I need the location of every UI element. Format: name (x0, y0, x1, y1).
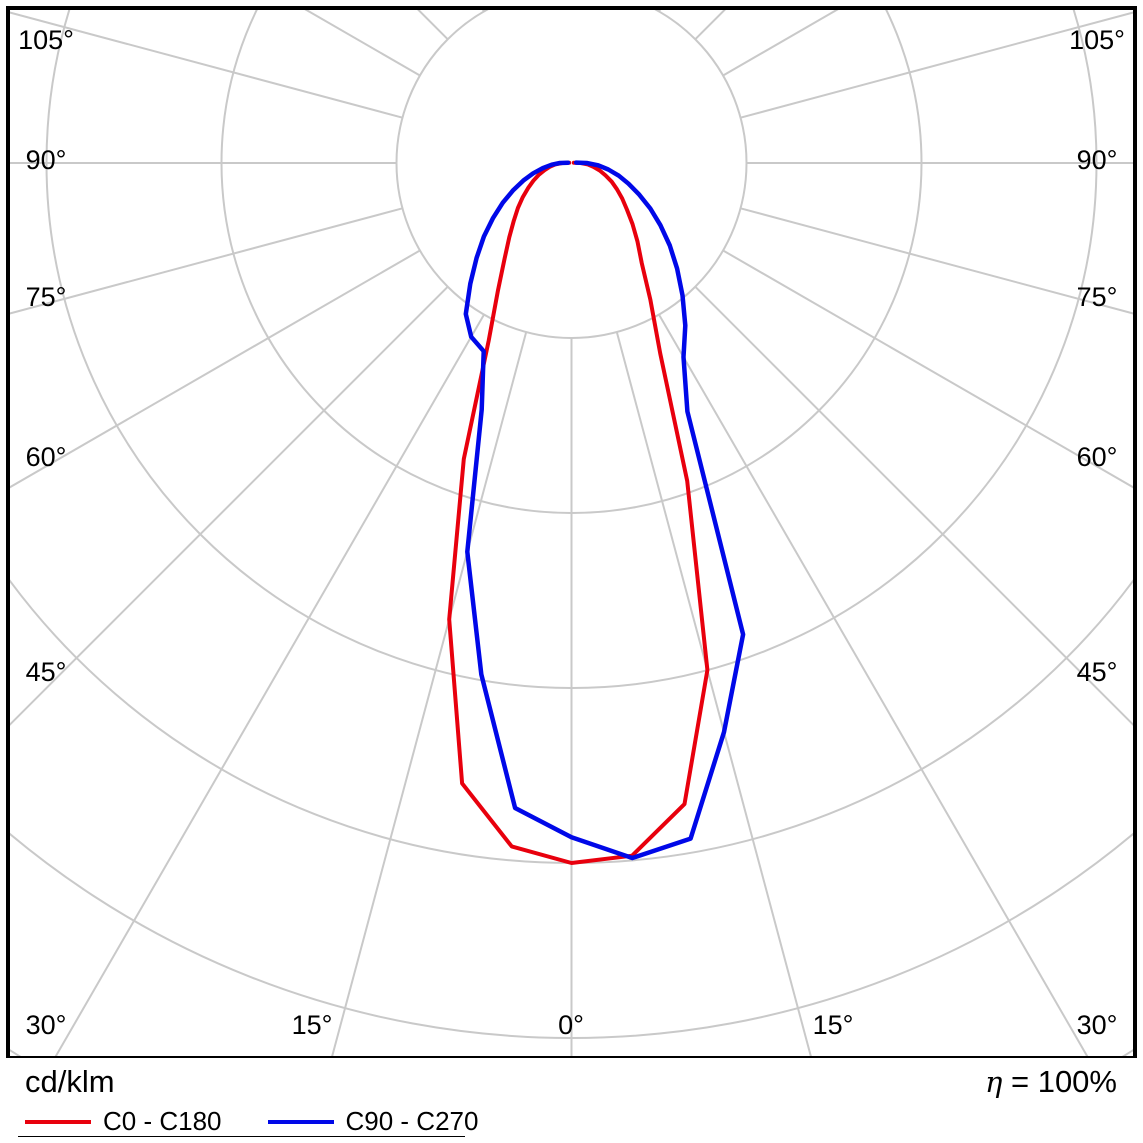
angle-tick-label: 0° (558, 1010, 584, 1040)
curves (447, 160, 746, 865)
grid-radial-line (658, 314, 1089, 1056)
efficiency-label: η = 100% (985, 1064, 1117, 1100)
legend: C0 - C180 C90 - C270 (25, 1106, 478, 1137)
legend-label: C90 - C270 (345, 1106, 479, 1136)
angle-tick-label: 75° (1077, 282, 1118, 312)
units-label: cd/klm (25, 1064, 115, 1099)
angle-tick-label: 15° (813, 1010, 854, 1040)
grid-radial-line (740, 11, 1133, 119)
grid-radial-line (694, 285, 1133, 726)
eta-symbol: η (984, 1065, 1003, 1099)
efficiency-value: = 100% (1010, 1064, 1117, 1099)
legend-swatch-blue (267, 1119, 334, 1124)
grid-radial-line (722, 249, 1133, 489)
grid-radial-line (54, 314, 485, 1056)
grid-radial-line (331, 331, 528, 1056)
angle-tick-label: 75° (26, 282, 67, 312)
angle-tick-label: 45° (1077, 657, 1118, 687)
legend-item-c90-c270: C90 - C270 (267, 1106, 479, 1137)
angle-tick-label: 30° (26, 1010, 67, 1040)
angle-tick-label: 60° (26, 442, 67, 472)
c90-c270-curve (463, 160, 746, 861)
angle-tick-label: 90° (1077, 145, 1118, 175)
grid-radial-line (10, 285, 449, 726)
legend-underline (18, 1136, 465, 1137)
legend-item-c0-c180: C0 - C180 (25, 1106, 222, 1137)
angle-tick-label: 90° (26, 145, 67, 175)
grid-radial-line (10, 207, 403, 315)
angle-tick-label: 60° (1077, 442, 1118, 472)
angle-tick-label: 45° (26, 657, 67, 687)
chart-footer: cd/klm η = 100% C0 - C180 C90 - C270 (0, 1058, 1143, 1143)
angle-tick-label: 105° (18, 25, 74, 55)
legend-label: C0 - C180 (103, 1106, 222, 1136)
grid-radial-line (740, 207, 1133, 315)
angle-tick-label: 105° (1069, 25, 1125, 55)
angle-tick-label: 30° (1077, 1010, 1118, 1040)
c0-c180-curve (447, 160, 710, 865)
grid-radial-line (10, 11, 403, 119)
grid-radial-line (10, 249, 421, 489)
angle-tick-labels: 105° 90° 75° 60° 45° 105° 90° 75° 60° 45° 30° 15° 0°… (18, 25, 1125, 1040)
legend-swatch-red (25, 1119, 91, 1124)
grid-radial-line (615, 331, 812, 1056)
angle-tick-label: 15° (292, 1010, 333, 1040)
